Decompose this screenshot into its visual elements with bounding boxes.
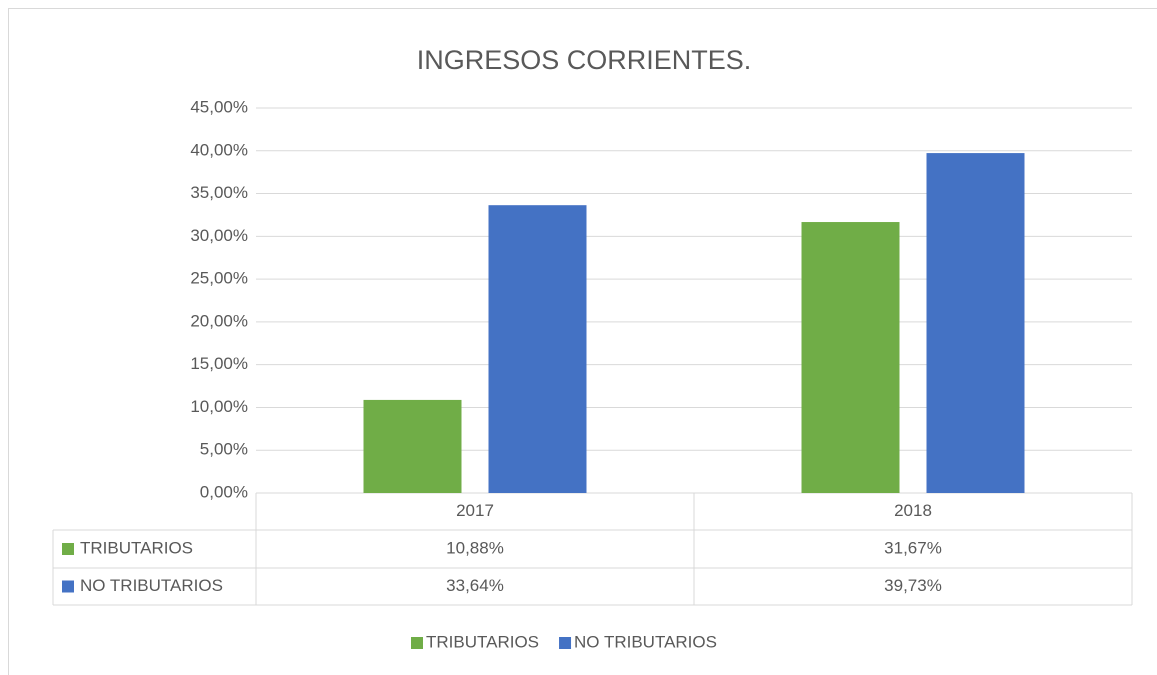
y-tick-label: 45,00% [190, 97, 248, 116]
legend-label: NO TRIBUTARIOS [574, 632, 717, 651]
y-tick-label: 40,00% [190, 140, 248, 159]
x-tick-label: 2018 [894, 501, 932, 520]
table-value: 39,73% [884, 576, 942, 595]
table-value: 33,64% [446, 576, 504, 595]
table-value: 10,88% [446, 538, 504, 557]
y-tick-label: 30,00% [190, 226, 248, 245]
y-tick-label: 10,00% [190, 397, 248, 416]
bar [801, 222, 900, 493]
bar [363, 399, 462, 493]
bar [488, 205, 587, 494]
y-tick-label: 20,00% [190, 311, 248, 330]
y-tick-label: 5,00% [200, 440, 248, 459]
chart-title: INGRESOS CORRIENTES. [417, 45, 752, 75]
table-row-label: NO TRIBUTARIOS [80, 576, 223, 595]
y-tick-label: 0,00% [200, 482, 248, 501]
x-tick-label: 2017 [456, 501, 494, 520]
y-tick-label: 25,00% [190, 269, 248, 288]
table-legend-key [62, 543, 74, 555]
table-legend-key [62, 580, 74, 593]
table-value: 31,67% [884, 538, 942, 557]
y-tick-label: 15,00% [190, 354, 248, 373]
legend-key [559, 637, 572, 649]
table-row-label: TRIBUTARIOS [80, 538, 193, 557]
bar [926, 153, 1025, 494]
y-tick-label: 35,00% [190, 183, 248, 202]
legend-key [411, 637, 423, 649]
legend-label: TRIBUTARIOS [426, 632, 539, 651]
